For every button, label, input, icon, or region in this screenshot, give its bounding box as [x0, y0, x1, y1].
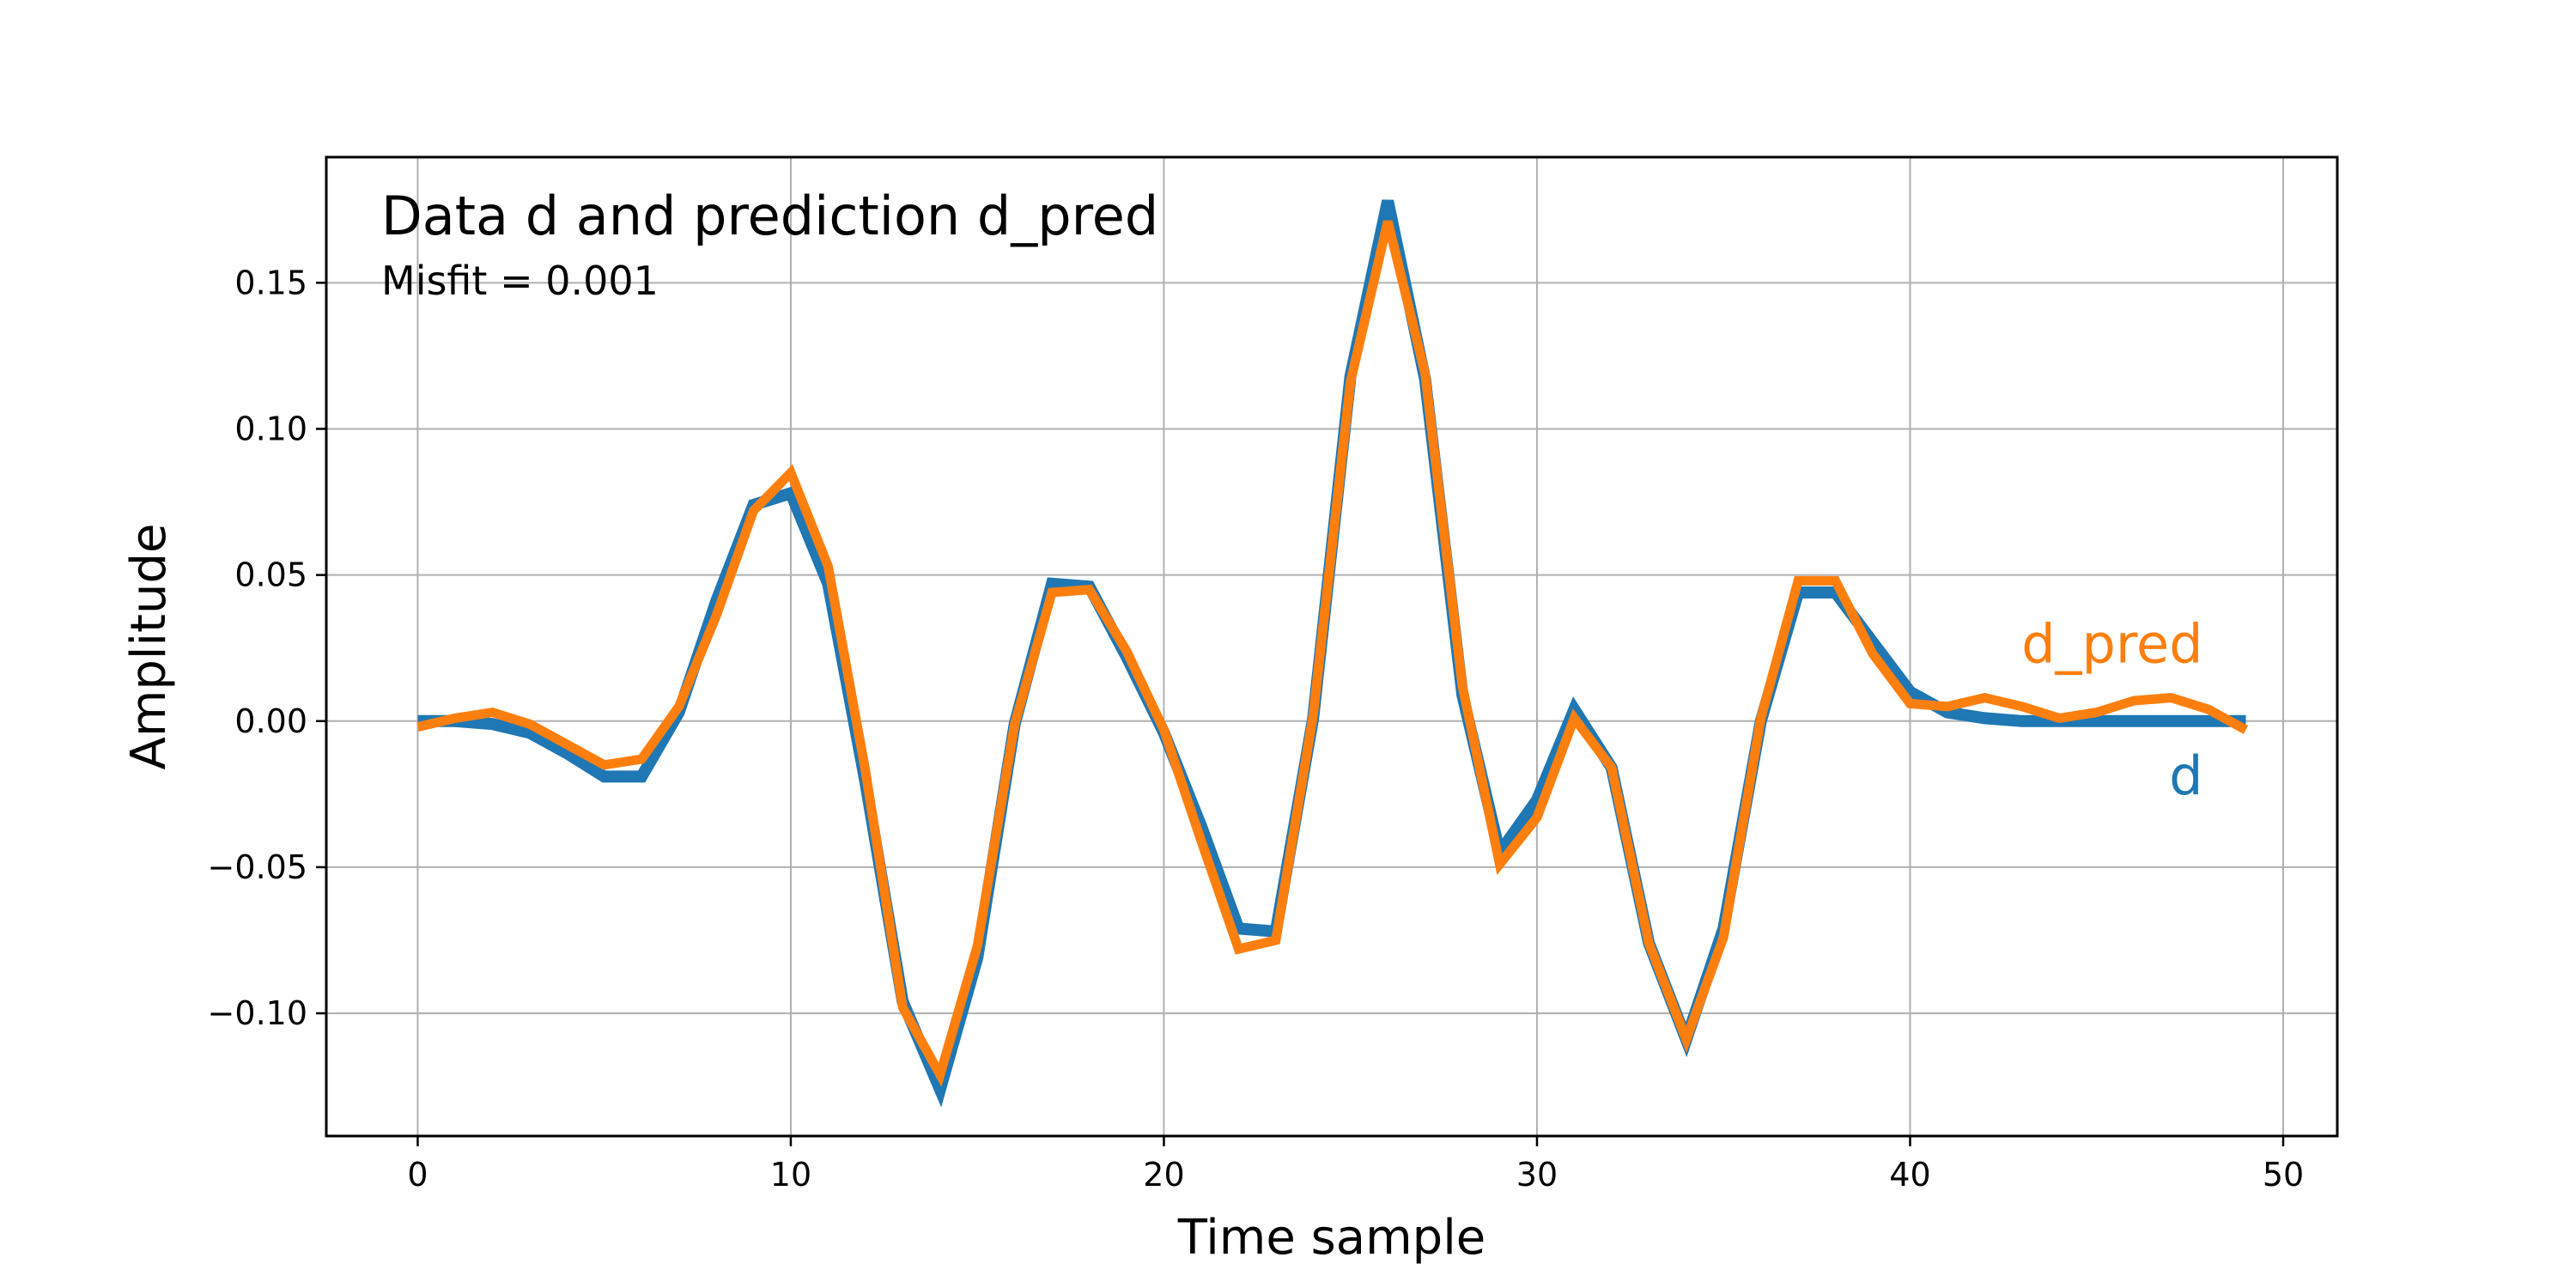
series-label-d: d [2169, 744, 2202, 807]
x-tick-label: 0 [407, 1156, 428, 1194]
series-line-d [417, 199, 2246, 1108]
y-tick-label: 0.00 [234, 702, 307, 740]
plot-frame [325, 155, 2339, 1138]
series-lines [416, 199, 2249, 1108]
x-tick-label: 30 [1516, 1156, 1558, 1194]
chart-title: Data d and prediction d_pred [381, 185, 1158, 247]
y-tick-label: 0.05 [234, 556, 307, 594]
grid [326, 157, 2337, 1136]
x-tick-label: 50 [2263, 1156, 2304, 1194]
y-tick-label: −0.10 [208, 994, 307, 1032]
x-tick-label: 10 [770, 1156, 811, 1194]
x-tick-label: 20 [1143, 1156, 1184, 1194]
chart-subtitle: Misfit = 0.001 [381, 258, 659, 304]
y-tick-label: 0.10 [234, 410, 307, 447]
axis-ticks: 0 10 20 30 40 50 −0.10 −0.05 0.00 0.05 0.10 0.15 [208, 264, 2305, 1194]
y-tick-label: 0.15 [234, 264, 307, 301]
series-line-d-pred [416, 220, 2249, 1087]
series-label-d-pred: d_pred [2021, 613, 2202, 676]
x-tick-label: 40 [1889, 1156, 1930, 1194]
x-axis-label: Time sample [1177, 1210, 1485, 1266]
y-tick-label: −0.05 [208, 848, 307, 886]
y-axis-label: Amplitude [121, 524, 177, 770]
